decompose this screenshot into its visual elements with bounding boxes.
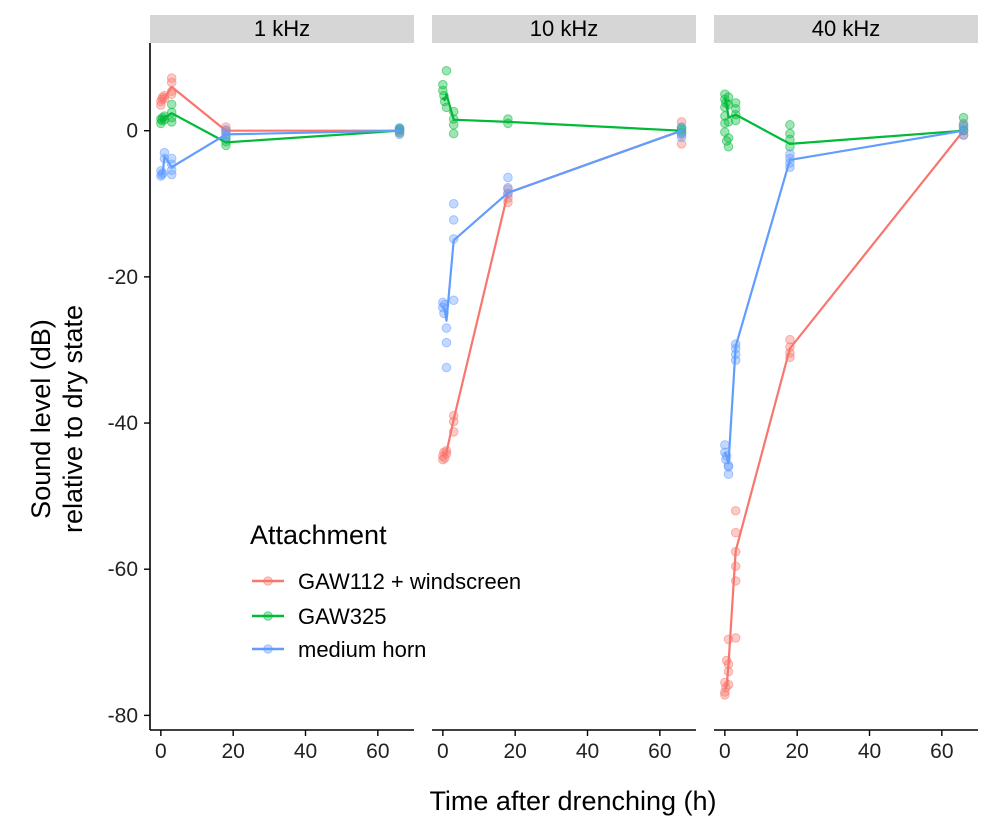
point-medium-horn-10-khz-16 xyxy=(676,132,687,143)
point-medium-horn-40-khz-6 xyxy=(723,469,734,480)
point-medium-horn-10-khz-11 xyxy=(503,172,513,183)
series-gaw325-1-khz xyxy=(156,99,405,151)
legend-key-point-medium-horn xyxy=(263,644,273,654)
line-gaw112-windscreen-10-khz xyxy=(441,129,682,457)
line-gaw112-windscreen-40-khz xyxy=(723,130,965,691)
point-gaw325-10-khz-8 xyxy=(448,120,459,130)
legend-key-point-gaw112-windscreen xyxy=(263,576,273,586)
point-gaw112-windscreen-10-khz-15 xyxy=(676,139,687,149)
point-medium-horn-40-khz-17 xyxy=(958,130,969,140)
point-gaw325-40-khz-8 xyxy=(723,92,734,102)
series-gaw325-40-khz xyxy=(720,89,969,152)
point-medium-horn-10-khz-10 xyxy=(448,295,459,306)
line-medium-horn-1-khz xyxy=(160,129,400,176)
x-tick-label-40-khz-60: 60 xyxy=(930,740,953,763)
facet-strip-1-khz xyxy=(150,15,414,43)
point-gaw325-1-khz-5 xyxy=(159,114,170,125)
legend-key-point-gaw325 xyxy=(263,611,273,621)
x-tick-label-1-khz-0: 0 xyxy=(155,740,167,763)
y-tick-label--20: -20 xyxy=(108,266,138,289)
y-tick-label--40: -40 xyxy=(108,412,138,435)
legend: Attachment GAW112 + windscreen GAW325 medi… xyxy=(250,520,521,662)
point-gaw325-1-khz-6 xyxy=(166,99,177,110)
point-gaw325-10-khz-1 xyxy=(438,79,448,90)
legend-label-gaw112-windscreen: GAW112 + windscreen xyxy=(298,569,521,594)
point-gaw325-40-khz-12 xyxy=(723,141,734,152)
x-tick-label-10-khz-20: 20 xyxy=(503,740,526,763)
x-tick-label-10-khz-60: 60 xyxy=(648,740,671,763)
point-gaw325-10-khz-11 xyxy=(503,118,513,129)
x-tick-label-1-khz-20: 20 xyxy=(221,740,244,763)
facet-strip-10-khz xyxy=(432,15,696,43)
point-gaw112-windscreen-40-khz-14 xyxy=(730,633,741,643)
x-tick-label-10-khz-40: 40 xyxy=(576,740,599,763)
point-medium-horn-10-khz-7 xyxy=(448,198,459,209)
point-gaw325-40-khz-11 xyxy=(723,133,734,143)
y-axis-title-line-2: relative to dry state xyxy=(58,305,88,533)
axis-titles: Time after drenching (h) Sound level (dB… xyxy=(26,305,717,816)
series-gaw112-windscreen-10-khz xyxy=(438,117,687,465)
y-axis-title-line-1: Sound level (dB) xyxy=(26,319,56,519)
line-gaw325-40-khz xyxy=(723,97,964,145)
line-gaw325-10-khz xyxy=(441,93,682,132)
facet-strip-40-khz xyxy=(714,15,978,43)
series-medium-horn-40-khz xyxy=(720,120,969,480)
data-layer xyxy=(156,65,969,700)
line-medium-horn-40-khz xyxy=(723,129,964,465)
facet-label-1-khz: 1 kHz xyxy=(254,16,310,41)
point-gaw325-1-khz-9 xyxy=(166,117,177,127)
point-gaw325-40-khz-16 xyxy=(730,115,741,126)
y-tick-label--60: -60 xyxy=(108,558,138,581)
series-medium-horn-10-khz xyxy=(438,122,687,373)
series-medium-horn-1-khz xyxy=(156,122,405,181)
point-gaw112-windscreen-40-khz-2 xyxy=(720,690,730,700)
facet-label-40-khz: 40 kHz xyxy=(812,16,880,41)
axes: 0 20 40 60 0 -20 -40 -60 -80 0 20 40 60 0 20 40 60 xyxy=(108,43,978,763)
x-axis-title: Time after drenching (h) xyxy=(429,786,716,816)
x-tick-label-40-khz-40: 40 xyxy=(858,740,881,763)
line-gaw325-1-khz xyxy=(160,112,400,144)
y-tick-label--80: -80 xyxy=(108,704,138,727)
series-gaw112-windscreen-40-khz xyxy=(720,118,969,700)
point-gaw112-windscreen-40-khz-15 xyxy=(785,334,795,345)
facet-label-10-khz: 10 kHz xyxy=(530,16,598,41)
point-gaw325-10-khz-4 xyxy=(441,65,452,76)
facet-strips: 1 kHz 10 kHz 40 kHz xyxy=(150,15,978,43)
point-gaw325-10-khz-9 xyxy=(448,128,459,139)
series-gaw112-windscreen-1-khz xyxy=(156,73,405,138)
x-tick-label-1-khz-60: 60 xyxy=(366,740,389,763)
point-gaw112-windscreen-40-khz-9 xyxy=(730,505,741,516)
x-tick-label-40-khz-20: 20 xyxy=(785,740,808,763)
point-medium-horn-10-khz-6 xyxy=(441,362,452,373)
series-gaw325-10-khz xyxy=(438,65,687,139)
point-gaw325-40-khz-17 xyxy=(785,120,795,130)
legend-title: Attachment xyxy=(250,520,387,550)
x-tick-label-10-khz-0: 0 xyxy=(437,740,449,763)
line-medium-horn-10-khz xyxy=(441,129,682,322)
point-medium-horn-10-khz-8 xyxy=(448,215,459,225)
point-medium-horn-10-khz-5 xyxy=(441,337,452,348)
y-tick-label-0: 0 xyxy=(126,120,138,143)
x-tick-label-40-khz-0: 0 xyxy=(719,740,731,763)
point-gaw112-windscreen-1-khz-7 xyxy=(166,77,177,88)
point-medium-horn-1-khz-9 xyxy=(166,169,177,180)
legend-label-gaw325: GAW325 xyxy=(298,604,386,629)
point-medium-horn-10-khz-4 xyxy=(441,323,452,333)
x-tick-label-1-khz-40: 40 xyxy=(294,740,317,763)
line-gaw112-windscreen-1-khz xyxy=(160,85,400,132)
legend-label-medium-horn: medium horn xyxy=(298,637,426,662)
